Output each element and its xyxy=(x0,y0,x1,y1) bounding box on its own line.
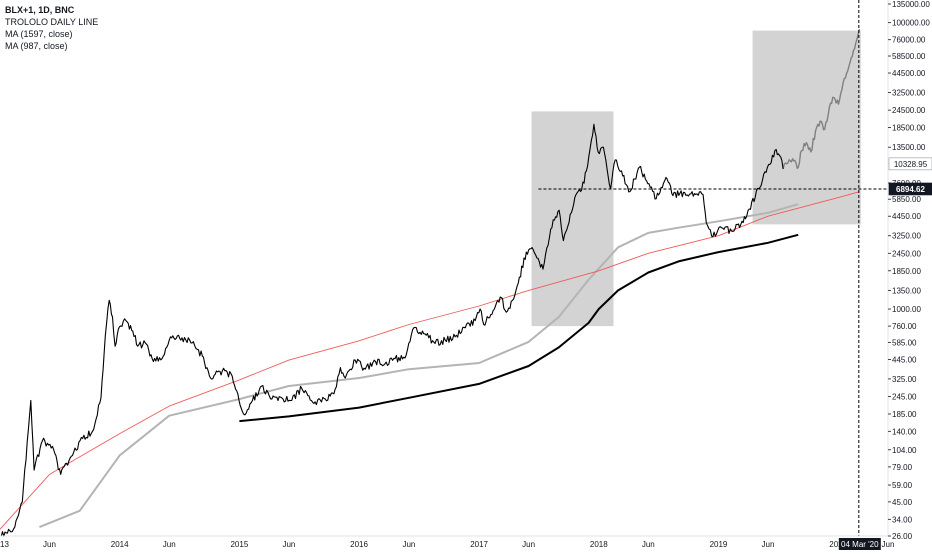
legend-trololo[interactable]: TROLOLO DAILY LINE xyxy=(5,17,99,27)
series-lines xyxy=(0,29,861,537)
y-tick-label: 5850.00 xyxy=(892,195,921,204)
y-tick-label: 1000.00 xyxy=(892,305,921,314)
highlight-box-1 xyxy=(531,111,614,327)
x-tick-label: 2017 xyxy=(470,540,488,549)
date-badge-bg xyxy=(838,538,881,550)
y-tick-label: 100000.00 xyxy=(892,19,930,28)
level-price-badge-bg xyxy=(888,182,932,196)
x-tick-label: 2019 xyxy=(710,540,728,549)
y-tick-label: 3250.00 xyxy=(892,232,921,241)
y-tick-label: 44500.00 xyxy=(892,69,926,78)
price-axis[interactable]: 135000.00 100000.00 76000.00 58500.00 44500.… xyxy=(887,0,930,541)
chart-overlays xyxy=(538,0,888,536)
series-line-price xyxy=(0,123,784,537)
x-tick-label: 2018 xyxy=(590,540,608,549)
price-badges: 10328.95 6894.62 04 Mar '20 xyxy=(838,157,932,550)
time-axis[interactable]: 2013 Jun 2014 Jun 2015 Jun 2016 Jun 2017 Jun 2018 J… xyxy=(0,535,895,549)
x-tick-label: Jun xyxy=(43,540,56,549)
x-tick-label: 2016 xyxy=(350,540,368,549)
legend-ma-987[interactable]: MA (987, close) xyxy=(5,41,68,51)
x-tick-label: Jun xyxy=(282,540,295,549)
legend-ma-1597[interactable]: MA (1597, close) xyxy=(5,29,73,39)
series-line-ma1597 xyxy=(239,233,799,423)
y-tick-label: 140.00 xyxy=(892,427,917,436)
y-tick-label: 1350.00 xyxy=(892,286,921,295)
y-tick-label: 445.00 xyxy=(892,355,917,364)
y-tick-label: 76000.00 xyxy=(892,36,926,45)
highlight-boxes xyxy=(531,30,861,327)
y-tick-label: 79.00 xyxy=(892,463,913,472)
y-tick-label: 45.00 xyxy=(892,498,913,507)
x-tick-label: Jun xyxy=(163,540,176,549)
y-tick-label: 32500.00 xyxy=(892,89,926,98)
y-tick-label: 18500.00 xyxy=(892,124,926,133)
x-tick-label: Jun xyxy=(522,540,535,549)
y-tick-label: 34.00 xyxy=(892,515,913,524)
y-tick-label: 760.00 xyxy=(892,322,917,331)
x-tick-label: 2014 xyxy=(111,540,129,549)
chart-legend: BLX+1, 1D, BNC TROLOLO DAILY LINE MA (15… xyxy=(5,4,98,52)
y-tick-label: 4450.00 xyxy=(892,212,921,221)
x-tick-label: Jun xyxy=(402,540,415,549)
y-tick-label: 1850.00 xyxy=(892,267,921,276)
current-price-badge: 10328.95 xyxy=(894,160,928,169)
y-tick-label: 325.00 xyxy=(892,375,917,384)
date-badge: 04 Mar '20 xyxy=(841,540,879,549)
y-tick-label: 135000.00 xyxy=(892,0,930,9)
x-tick-label: 2020 xyxy=(829,540,847,549)
y-tick-label: 26.00 xyxy=(892,532,913,541)
x-tick-label: Jun xyxy=(762,540,775,549)
series-line-trololo xyxy=(0,191,860,530)
y-tick-label: 13500.00 xyxy=(892,143,926,152)
y-tick-label: 245.00 xyxy=(892,393,917,402)
y-tick-label: 2450.00 xyxy=(892,249,921,258)
x-tick-label: 2015 xyxy=(230,540,248,549)
series-line-ma987 xyxy=(39,203,799,529)
highlight-box-2 xyxy=(752,30,861,225)
y-tick-label: 585.00 xyxy=(892,338,917,347)
current-price-badge-bg xyxy=(888,157,932,171)
y-tick-label: 104.00 xyxy=(892,446,917,455)
y-tick-label: 58500.00 xyxy=(892,52,926,61)
series-line-projection xyxy=(782,29,861,170)
symbol-title[interactable]: BLX+1, 1D, BNC xyxy=(5,5,75,15)
y-tick-label: 185.00 xyxy=(892,410,917,419)
x-tick-label: 2013 xyxy=(0,540,9,549)
x-tick-label: Jun xyxy=(642,540,655,549)
y-tick-label: 59.00 xyxy=(892,481,913,490)
level-price-badge: 6894.62 xyxy=(896,185,925,194)
x-tick-label: Jun xyxy=(882,540,895,549)
y-tick-label: 24500.00 xyxy=(892,106,926,115)
